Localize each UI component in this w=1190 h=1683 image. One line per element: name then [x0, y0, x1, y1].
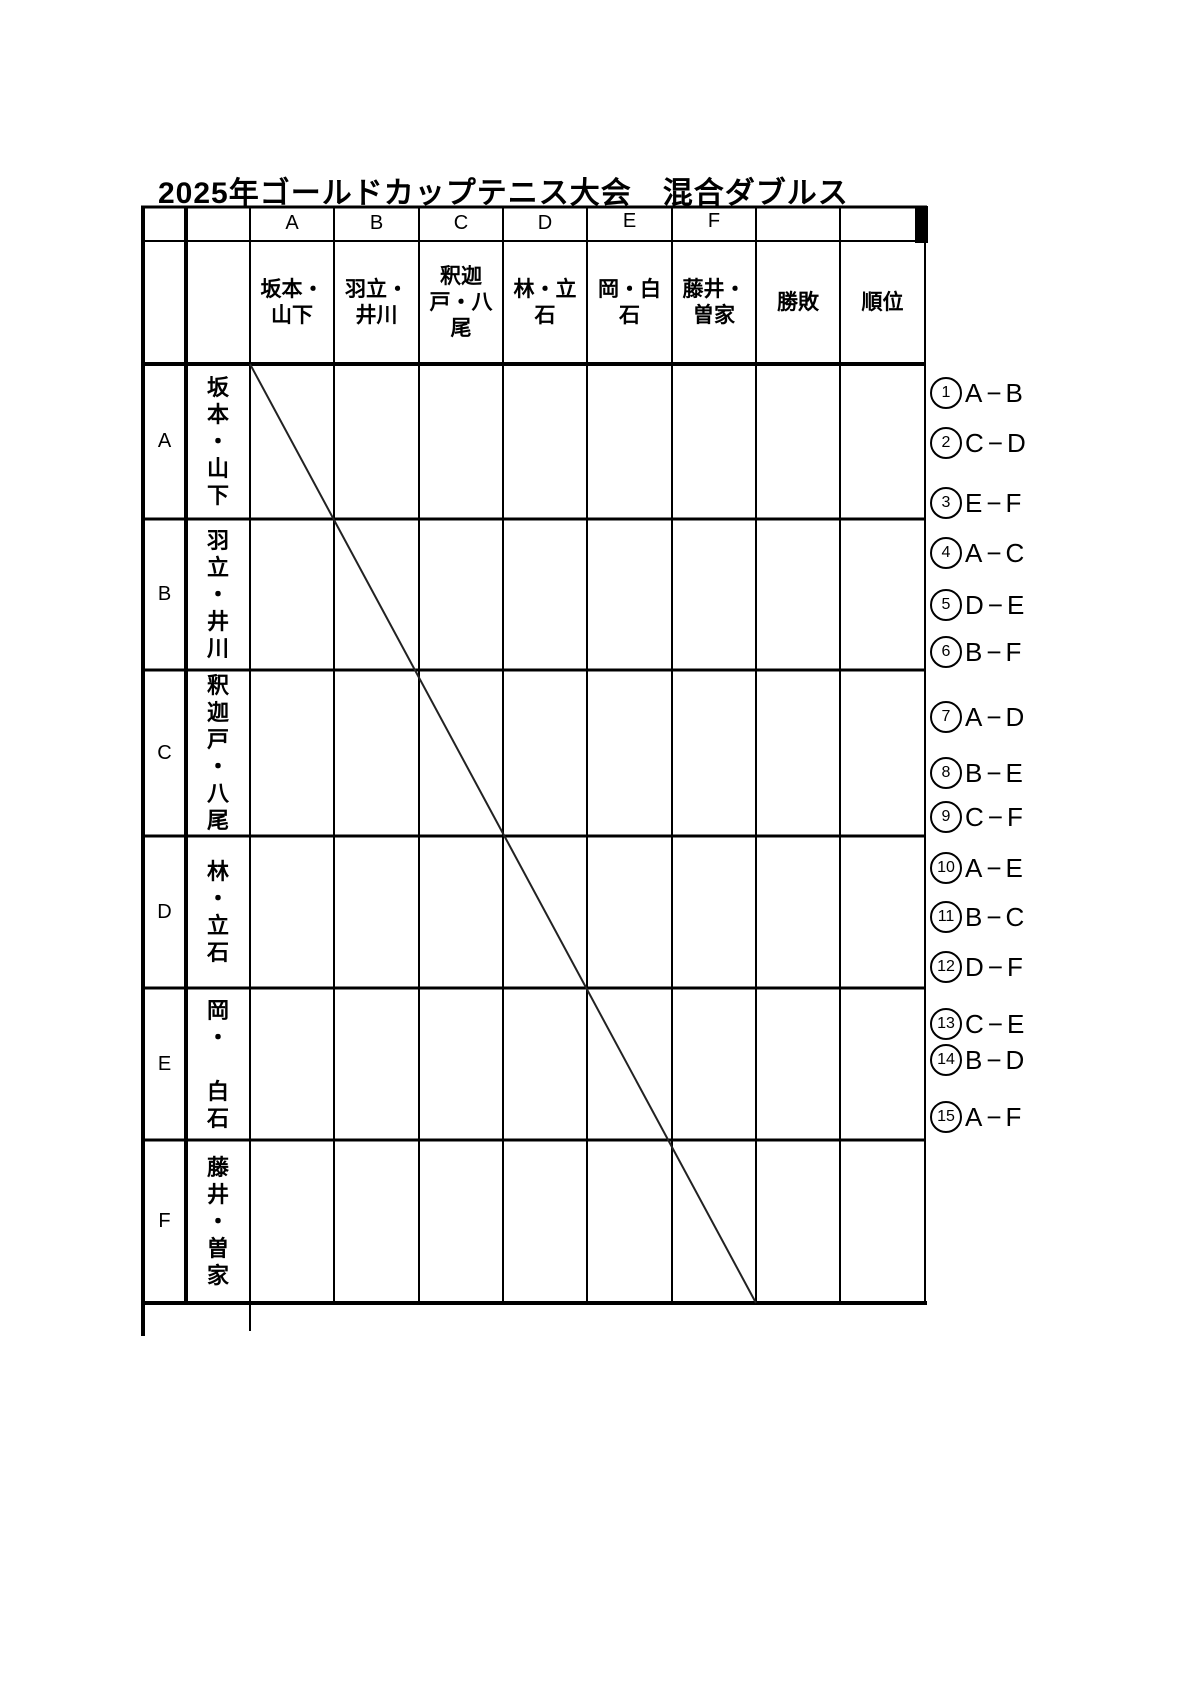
col-header-letter-d: D [537, 212, 553, 234]
match-pair: A−B [965, 377, 1027, 408]
match-number-circle: 11 [930, 901, 962, 933]
match-number-circle: 5 [930, 589, 962, 621]
col-header-team-e: 岡・白 石 [598, 277, 661, 327]
col-header-letter-b: B [369, 212, 384, 234]
match-item-2: 2 C−D [930, 426, 1030, 460]
match-pair: E−F [965, 487, 1026, 518]
col-header-team-d: 林・立 石 [513, 277, 577, 327]
col-header-results: 勝敗 [777, 290, 819, 314]
page-title: 2025年ゴールドカップテニス大会 混合ダブルス [158, 177, 849, 210]
match-item-14: 14 B−D [930, 1043, 1028, 1077]
row-letter-d: D [157, 900, 172, 923]
match-item-15: 15 A−F [930, 1100, 1025, 1134]
match-pair: B−F [965, 636, 1026, 667]
col-header-letter-c: C [453, 212, 469, 234]
match-item-3: 3 E−F [930, 486, 1025, 520]
match-item-5: 5 D−E [930, 588, 1028, 622]
row-letter-c: C [157, 741, 172, 764]
row-team-a: 坂 本 ・ 山 下 [206, 375, 229, 508]
match-number-circle: 8 [930, 757, 962, 789]
match-pair: A−D [965, 701, 1029, 732]
match-number-circle: 3 [930, 487, 962, 519]
row-team-e: 岡 ・ 白 石 [206, 997, 229, 1131]
match-item-10: 10 A−E [930, 851, 1027, 885]
match-pair: B−C [965, 901, 1029, 932]
col-header-rank: 順位 [861, 290, 904, 314]
match-item-11: 11 B−C [930, 900, 1028, 934]
row-team-b: 羽 立 ・ 井 川 [206, 528, 229, 661]
col-header-team-c: 釈迦 戸・八 尾 [429, 264, 493, 340]
row-team-f: 藤 井 ・ 曽 家 [206, 1155, 229, 1288]
match-number-circle: 2 [930, 427, 962, 459]
row-letter-b: B [157, 583, 172, 605]
match-pair: B−E [965, 757, 1027, 788]
match-number-circle: 10 [930, 852, 962, 884]
match-pair: C−D [965, 427, 1030, 458]
col-header-team-f: 藤井・ 曽家 [682, 277, 746, 327]
match-number-circle: 12 [930, 951, 962, 983]
match-pair: A−E [965, 852, 1027, 883]
match-number-circle: 9 [930, 801, 962, 833]
match-item-12: 12 D−F [930, 950, 1027, 984]
match-item-1: 1 A−B [930, 376, 1027, 410]
row-letter-e: E [157, 1052, 172, 1075]
col-header-team-b: 羽立・ 井川 [345, 277, 408, 327]
match-pair: D−E [965, 589, 1029, 620]
match-number-circle: 6 [930, 636, 962, 668]
row-letter-f: F [158, 1210, 171, 1232]
match-item-9: 9 C−F [930, 800, 1027, 834]
diagonal-line [249, 363, 757, 1304]
col-header-team-a: 坂本・ 山下 [260, 277, 324, 327]
match-item-13: 13 C−E [930, 1007, 1028, 1041]
match-pair: A−C [965, 537, 1029, 568]
match-pair: B−D [965, 1044, 1029, 1075]
match-number-circle: 7 [930, 701, 962, 733]
row-team-c: 釈 迦 戸 ・ 八 尾 [206, 673, 229, 833]
row-team-d: 林 ・ 立 石 [206, 859, 229, 965]
match-pair: A−F [965, 1101, 1026, 1132]
match-number-circle: 15 [930, 1101, 962, 1133]
match-item-8: 8 B−E [930, 756, 1027, 790]
match-item-6: 6 B−F [930, 635, 1025, 669]
match-number-circle: 13 [930, 1008, 962, 1040]
match-item-7: 7 A−D [930, 700, 1028, 734]
row-letter-a: A [157, 430, 172, 452]
match-number-circle: 4 [930, 537, 962, 569]
match-number-circle: 1 [930, 377, 962, 409]
col-header-letter-f: F [707, 210, 721, 232]
match-pair: C−E [965, 1008, 1029, 1039]
col-header-letter-e: E [622, 210, 637, 232]
match-item-4: 4 A−C [930, 536, 1028, 570]
match-pair: D−F [965, 951, 1027, 982]
col-header-letter-a: A [285, 212, 299, 234]
match-pair: C−F [965, 801, 1027, 832]
match-number-circle: 14 [930, 1044, 962, 1076]
